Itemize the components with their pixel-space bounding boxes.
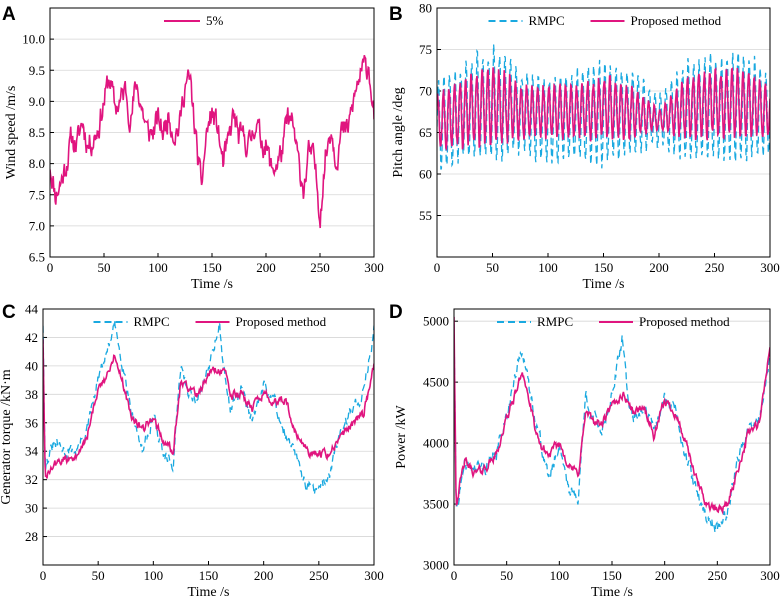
x-tick-label: 100 [144,568,164,583]
x-tick-label: 300 [760,260,780,275]
y-tick-label: 40 [25,358,38,373]
x-tick-label: 150 [602,568,622,583]
y-tick-label: 3000 [423,558,449,573]
x-tick-label: 150 [202,260,222,275]
chart-panel-c: C 28 30 32 34 36 38 40 42 44 0 50 100 150 200 250 300 RMP… [0,302,384,599]
chart-panel-b: B 55 60 65 70 75 80 0 50 100 150 200 250 300 RMPC Propo… [389,1,780,293]
x-axis-label: Time /s [191,277,233,292]
chart-panel-d: D 3000 3500 4000 4500 5000 0 50 100 150 200 250 300 R… [389,302,780,599]
legend-label: Proposed method [236,314,327,329]
y-tick-label: 75 [419,42,432,57]
x-tick-label: 50 [92,568,105,583]
y-tick-label: 65 [419,125,432,140]
legend-label: RMPC [134,314,170,329]
x-tick-label: 300 [364,260,384,275]
series-line-proposed-method [454,316,770,516]
y-tick-label: 36 [25,415,39,430]
x-tick-label: 0 [47,260,54,275]
x-axis-label: Time /s [591,585,633,599]
series-line-proposed-method [437,66,770,152]
x-tick-label: 250 [705,260,725,275]
y-tick-label: 9.5 [29,63,45,78]
series-line-rmpc [454,323,770,533]
legend-label: RMPC [529,13,565,28]
x-tick-label: 300 [760,568,780,583]
x-tick-label: 0 [40,568,47,583]
y-tick-label: 7.0 [29,218,45,233]
y-tick-label: 32 [25,472,38,487]
y-tick-label: 5000 [423,314,449,329]
y-tick-label: 44 [25,302,39,317]
x-tick-label: 50 [500,568,513,583]
legend: RMPC Proposed method [497,314,730,329]
x-tick-label: 150 [594,260,614,275]
x-tick-label: 200 [254,568,274,583]
chart-panel-a: A 6.5 7.0 7.5 8.0 8.5 9.0 9.5 10.0 0 50 100 150 200 25… [2,4,384,292]
y-tick-label: 42 [25,330,38,345]
y-tick-label: 80 [419,1,432,16]
y-tick-label: 70 [419,84,432,99]
y-tick-label: 8.0 [29,156,45,171]
x-tick-label: 200 [655,568,675,583]
y-tick-label: 3500 [423,497,449,512]
plot-frame [49,7,375,258]
y-tick-label: 8.5 [29,125,45,140]
x-tick-label: 100 [148,260,168,275]
legend: RMPC Proposed method [93,314,327,329]
y-tick-label: 10.0 [22,32,45,47]
series-line-rmpc [43,320,374,495]
x-tick-label: 250 [708,568,728,583]
panel-letter: C [2,302,16,323]
x-tick-label: 250 [310,260,330,275]
y-tick-label: 9.0 [29,94,45,109]
x-tick-label: 50 [98,260,111,275]
x-tick-label: 200 [649,260,669,275]
panel-letter: A [2,4,16,25]
x-tick-label: 100 [550,568,570,583]
x-tick-label: 200 [256,260,276,275]
series-line-proposed-method [43,339,374,479]
x-tick-label: 0 [451,568,458,583]
legend-label: 5% [206,13,224,28]
x-tick-label: 0 [434,260,441,275]
y-axis-label: Generator torque /kN·m [0,369,14,504]
x-axis-label: Time /s [583,277,625,292]
panel-letter: B [389,4,403,25]
series-line-5% [50,54,374,229]
y-tick-label: 34 [25,444,39,459]
legend-label: RMPC [537,314,573,329]
y-axis-label: Power /kW [394,405,409,469]
legend: 5% [164,13,224,28]
x-tick-label: 100 [538,260,558,275]
y-tick-label: 30 [25,501,38,516]
plot-frame [42,308,375,566]
x-tick-label: 50 [486,260,499,275]
y-tick-label: 4500 [423,375,449,390]
y-axis-label: Pitch angle /deg [391,87,406,177]
y-tick-label: 55 [419,208,432,223]
y-tick-label: 7.5 [29,187,45,202]
x-axis-label: Time /s [188,585,230,599]
y-tick-label: 6.5 [29,250,45,265]
y-tick-label: 4000 [423,436,449,451]
y-tick-label: 60 [419,167,432,182]
plot-frame [436,7,771,258]
y-tick-label: 38 [25,387,38,402]
y-tick-label: 28 [25,529,38,544]
legend: RMPC Proposed method [488,13,722,28]
y-axis-label: Wind speed /m/s [4,86,19,180]
x-tick-label: 250 [309,568,329,583]
panel-letter: D [389,302,403,323]
x-tick-label: 150 [199,568,219,583]
legend-label: Proposed method [639,314,730,329]
x-tick-label: 300 [364,568,384,583]
plot-frame [453,308,771,566]
legend-label: Proposed method [631,13,722,28]
